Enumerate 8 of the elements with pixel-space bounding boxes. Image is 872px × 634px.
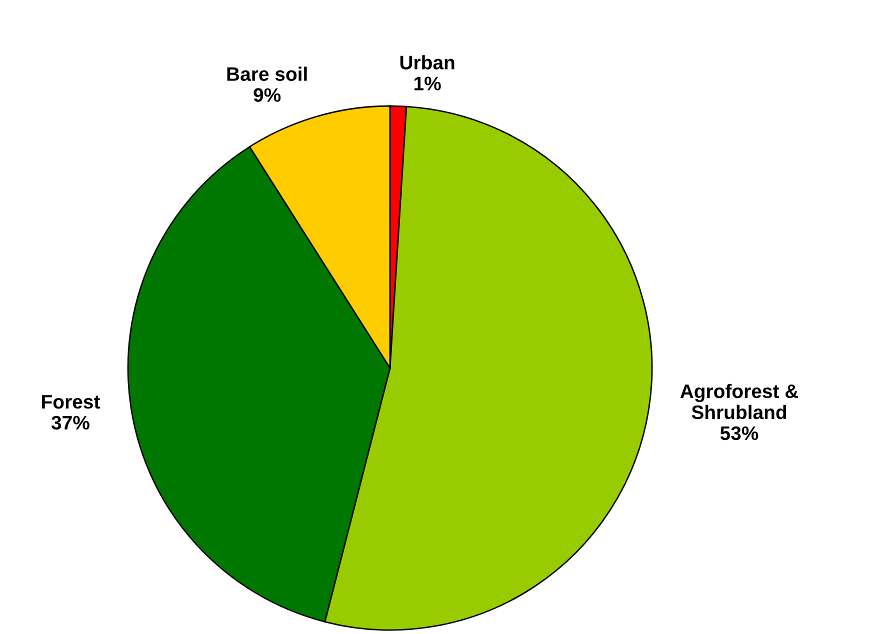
data-label: 53% [720,426,758,440]
slice-label: Urban [400,55,454,70]
data-label: 1% [414,76,441,90]
data-label: 37% [51,416,90,430]
slice-label: Bare soil [227,66,307,81]
slice-label: Agroforest & Shrubland [680,384,798,420]
data-label: 9% [254,88,281,102]
slice-label: Forest [42,395,100,409]
